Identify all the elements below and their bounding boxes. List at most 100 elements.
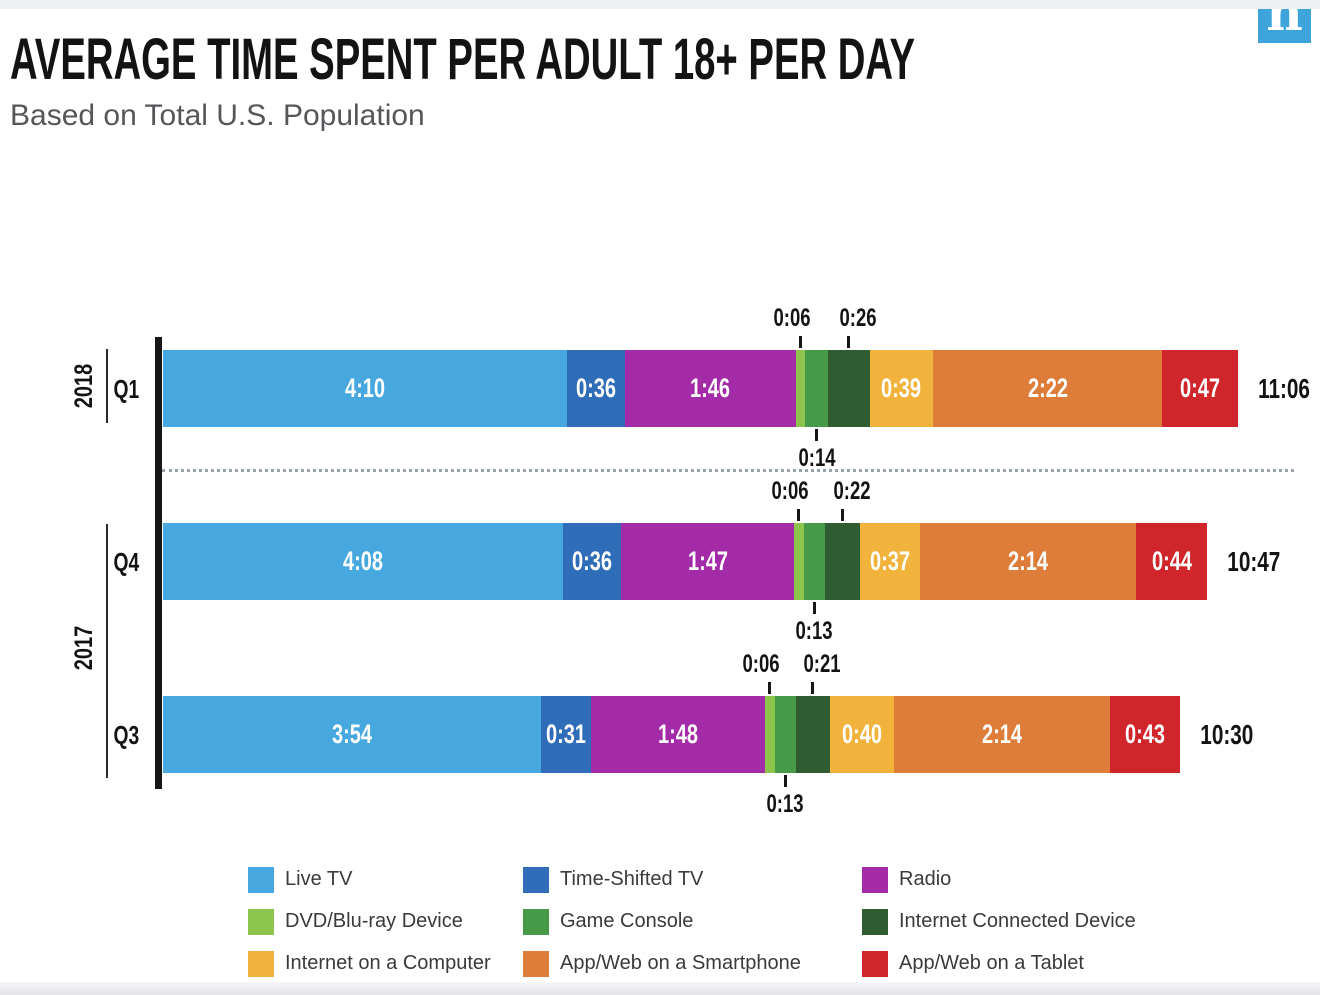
legend-item-game-console: Game Console [523, 908, 693, 935]
legend-swatch-live-tv [248, 866, 274, 893]
segment-value: 1:46 [690, 373, 731, 403]
bar-segment-app-web-on-a-tablet: 0:44 [1136, 523, 1208, 600]
callout-tick [841, 509, 845, 521]
quarter-label-q1: Q1 [100, 374, 152, 405]
callout-value-dvd-blu-ray-device: 0:06 [716, 649, 806, 679]
bar-segment-radio: 1:46 [624, 350, 796, 427]
callout-value-text: 0:14 [798, 444, 836, 472]
callout-value-text: 0:06 [773, 304, 811, 332]
bar-segment-internet-connected-device [795, 696, 830, 773]
segment-value: 2:14 [982, 719, 1023, 749]
segment-value: 0:36 [575, 373, 616, 403]
year-label-2017: 2017 [70, 625, 98, 671]
bar-segment-game-console [805, 350, 828, 427]
nielsen-logo-letter: n [1266, 9, 1303, 42]
legend-label: Radio [899, 868, 952, 890]
bar-segment-internet-connected-device [824, 523, 861, 600]
segment-value: 0:40 [841, 719, 882, 749]
callout-tick [799, 336, 803, 348]
segment-value: 0:39 [881, 373, 922, 403]
legend-swatch-dvd-blu-ray-device [248, 908, 274, 935]
quarter-label-q3: Q3 [100, 720, 152, 751]
nielsen-logo: n [1258, 9, 1311, 43]
bar-segment-internet-on-a-computer: 0:39 [869, 350, 933, 427]
row-total-text: 11:06 [1258, 372, 1310, 404]
bar-segment-app-web-on-a-smartphone: 2:14 [920, 523, 1137, 600]
year-bracket-2018 [106, 349, 108, 423]
legend-label: Live TV [285, 868, 353, 890]
legend-swatch-app-web-on-a-tablet [862, 950, 888, 977]
segment-value: 0:31 [545, 719, 586, 749]
page-subtitle: Based on Total U.S. Population [10, 99, 425, 132]
segment-value: 2:22 [1027, 373, 1068, 403]
legend-swatch-internet-connected-device [862, 908, 888, 935]
bar-segment-dvd-blu-ray-device [765, 696, 775, 773]
legend-item-live-tv: Live TV [248, 866, 352, 893]
segment-value: 1:47 [687, 546, 728, 576]
bar-segment-internet-connected-device [828, 350, 870, 427]
legend-label: DVD/Blu-ray Device [285, 910, 463, 932]
callout-value-game-console: 0:13 [769, 616, 859, 646]
callout-value-internet-connected-device: 0:22 [807, 476, 897, 506]
legend-swatch-app-web-on-a-smartphone [523, 950, 549, 977]
bar-segment-app-web-on-a-smartphone: 2:14 [894, 696, 1111, 773]
bar-segment-app-web-on-a-tablet: 0:47 [1162, 350, 1238, 427]
bar-segment-time-shifted-tv: 0:31 [540, 696, 591, 773]
bar-segment-radio: 1:47 [621, 523, 795, 600]
bar-segment-app-web-on-a-tablet: 0:43 [1110, 696, 1180, 773]
top-strip [0, 0, 1320, 9]
bar-segment-game-console [803, 523, 825, 600]
legend-item-internet-connected-device: Internet Connected Device [862, 908, 1136, 935]
bar-segment-time-shifted-tv: 0:36 [566, 350, 625, 427]
callout-tick [783, 775, 787, 787]
bar-segment-time-shifted-tv: 0:36 [563, 523, 622, 600]
segment-value: 3:54 [331, 719, 372, 749]
quarter-label-q4: Q4 [100, 547, 152, 578]
bar-segment-dvd-blu-ray-device [794, 523, 804, 600]
legend-label: Internet Connected Device [899, 910, 1136, 932]
callout-value-text: 0:26 [839, 304, 877, 332]
legend-swatch-radio [862, 866, 888, 893]
callout-value-text: 0:13 [795, 617, 833, 645]
callout-tick [812, 602, 816, 614]
callout-value-text: 0:22 [833, 477, 871, 505]
segment-value: 4:08 [343, 546, 384, 576]
legend-swatch-game-console [523, 908, 549, 935]
callout-value-internet-connected-device: 0:26 [813, 303, 903, 333]
bar-segment-radio: 1:48 [590, 696, 766, 773]
legend-swatch-time-shifted-tv [523, 866, 549, 893]
row-total: 11:06 [1249, 350, 1319, 427]
row-total-text: 10:47 [1227, 545, 1281, 577]
quarter-label-text: Q1 [113, 374, 139, 404]
callout-tick [768, 682, 772, 694]
row-total: 10:30 [1191, 696, 1263, 773]
legend-label: Time-Shifted TV [560, 868, 704, 890]
bar-segment-live-tv: 3:54 [163, 696, 541, 773]
callout-value-game-console: 0:14 [772, 443, 862, 473]
callout-tick [797, 509, 801, 521]
bottom-strip [0, 982, 1320, 995]
bar-segment-game-console [774, 696, 796, 773]
callout-tick [815, 429, 819, 441]
legend-item-app-web-on-a-smartphone: App/Web on a Smartphone [523, 950, 801, 977]
callout-value-text: 0:06 [742, 650, 780, 678]
segment-value: 0:37 [870, 546, 911, 576]
legend-label: Game Console [560, 910, 694, 932]
legend-label: Internet on a Computer [285, 952, 491, 974]
callout-value-dvd-blu-ray-device: 0:06 [745, 476, 835, 506]
bar-segment-internet-on-a-computer: 0:40 [829, 696, 895, 773]
segment-value: 2:14 [1008, 546, 1049, 576]
row-total-text: 10:30 [1200, 718, 1254, 750]
segment-value: 0:43 [1125, 719, 1166, 749]
year-separator-line [162, 469, 1294, 472]
bar-segment-live-tv: 4:08 [163, 523, 564, 600]
bar-segment-live-tv: 4:10 [163, 350, 567, 427]
legend-label: App/Web on a Smartphone [560, 952, 801, 974]
segment-value: 0:44 [1151, 546, 1192, 576]
callout-value-dvd-blu-ray-device: 0:06 [747, 303, 837, 333]
segment-value: 0:47 [1180, 373, 1221, 403]
callout-tick [811, 682, 815, 694]
legend-label: App/Web on a Tablet [899, 952, 1084, 974]
segment-value: 1:48 [657, 719, 698, 749]
